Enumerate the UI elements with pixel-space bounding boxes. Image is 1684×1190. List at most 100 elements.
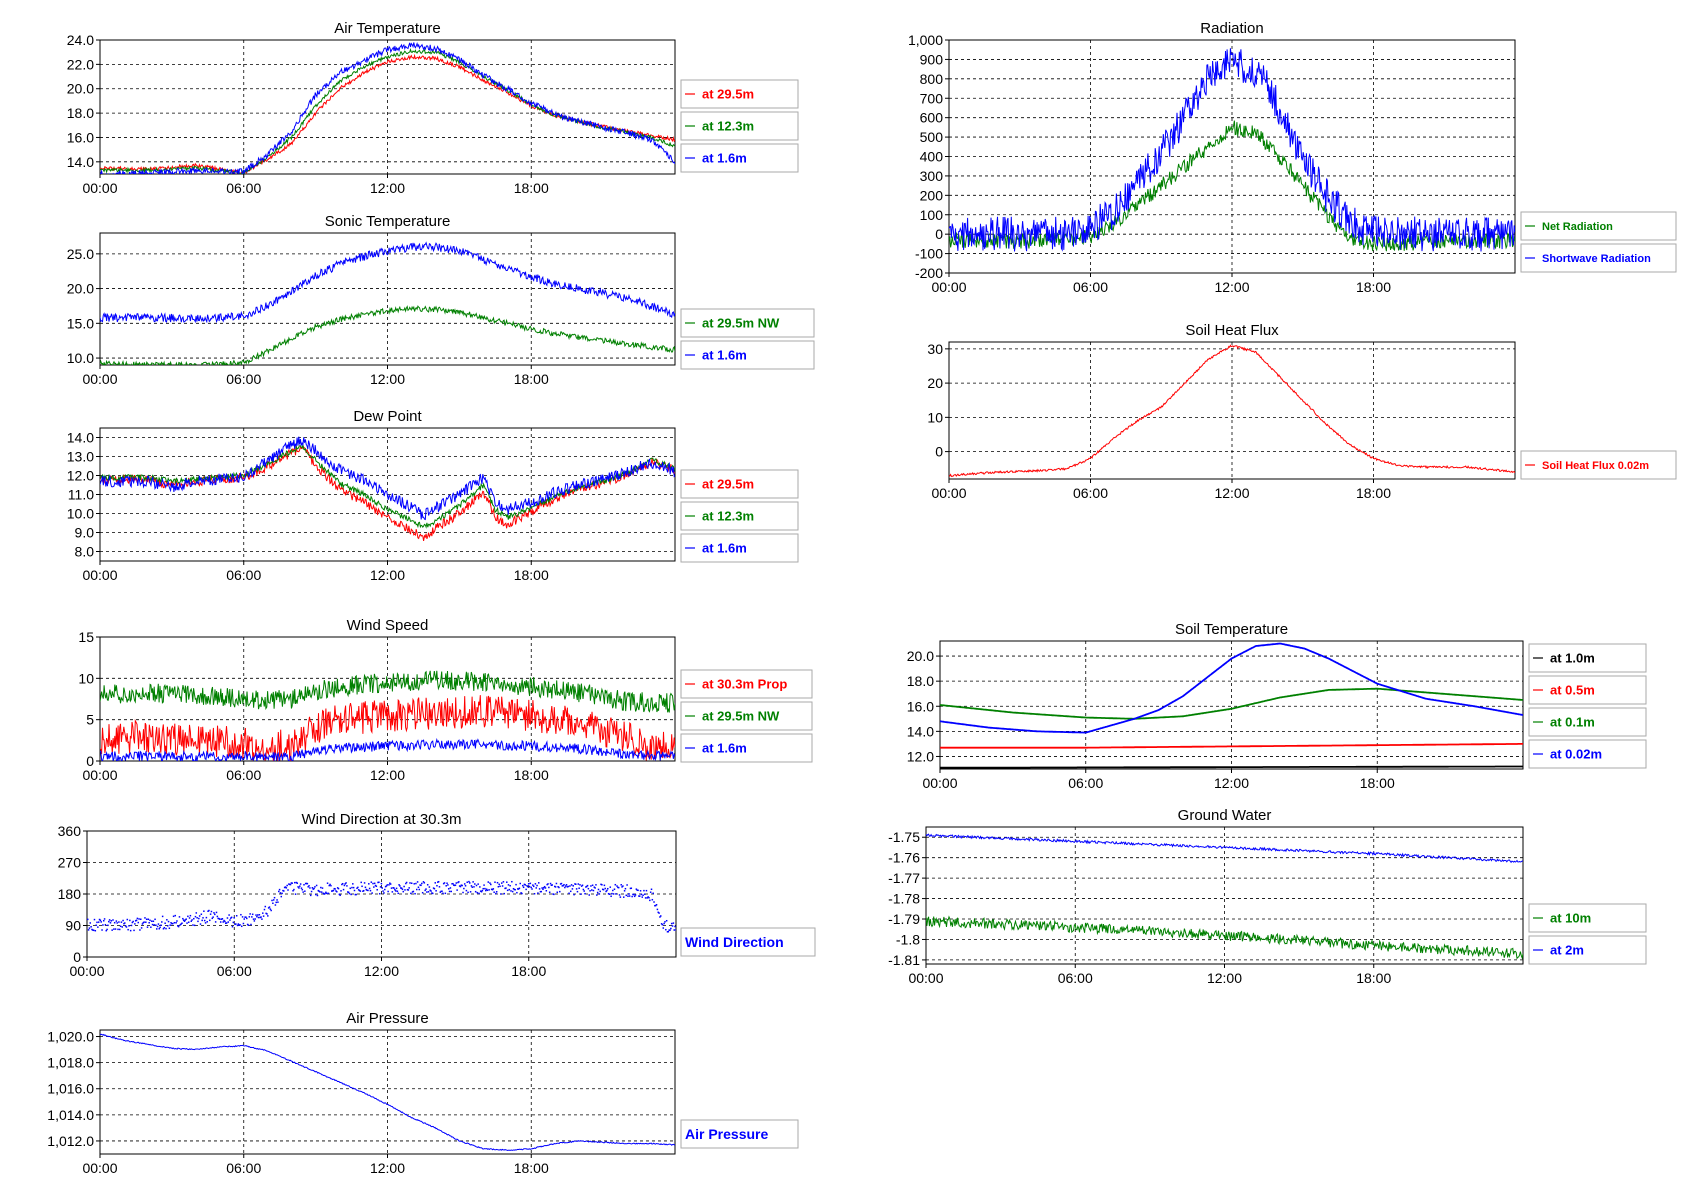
legend-item[interactable]: at 29.5m NW	[680, 308, 815, 338]
data-point	[150, 926, 152, 928]
data-point	[254, 918, 256, 920]
data-point	[216, 915, 219, 918]
legend-item[interactable]: at 12.3m	[680, 501, 799, 531]
data-point	[171, 922, 174, 925]
data-point	[396, 890, 399, 893]
data-point	[230, 916, 233, 919]
legend-box	[1528, 935, 1647, 965]
legend-item[interactable]: at 29.5m	[680, 79, 799, 109]
data-point	[211, 917, 214, 920]
legend-item[interactable]: at 30.3m Prop	[680, 669, 813, 699]
y-tick-label: 13.0	[67, 449, 94, 465]
data-point	[278, 888, 281, 891]
data-point	[166, 919, 168, 921]
y-tick-label: 600	[920, 110, 944, 126]
legend-item[interactable]: at 1.6m	[680, 340, 815, 370]
series-line-air-pressure	[100, 1033, 675, 1152]
legend-item[interactable]: at 1.6m	[680, 533, 799, 563]
data-point	[113, 928, 115, 930]
data-point	[204, 922, 207, 924]
legend-item[interactable]: at 0.1m	[1528, 707, 1647, 737]
legend-item[interactable]: at 12.3m	[680, 111, 799, 141]
legend-item[interactable]: Wind Direction	[680, 927, 816, 957]
data-point	[424, 889, 426, 892]
data-point	[88, 927, 91, 929]
data-point	[193, 917, 195, 920]
data-point	[659, 916, 661, 918]
data-point	[134, 923, 136, 925]
y-tick-label: 16.0	[67, 129, 94, 145]
data-point	[238, 924, 240, 926]
data-point	[87, 929, 90, 931]
legend-item[interactable]: at 1.6m	[680, 143, 799, 173]
legend-label: at 0.1m	[1550, 715, 1595, 730]
legend-box	[680, 1119, 799, 1149]
legend-label: at 12.3m	[702, 119, 754, 134]
data-point	[492, 888, 495, 890]
data-point	[530, 886, 532, 889]
data-point	[552, 893, 554, 895]
data-point	[649, 891, 652, 893]
data-point	[361, 885, 363, 888]
data-point	[266, 913, 268, 915]
data-point	[382, 890, 384, 892]
data-point	[269, 908, 272, 910]
data-point	[333, 887, 336, 890]
legend-item[interactable]: at 2m	[1528, 935, 1647, 965]
data-point	[344, 883, 346, 885]
legend-item[interactable]: at 10m	[1528, 903, 1647, 933]
data-point	[586, 884, 589, 887]
legend-item[interactable]: Soil Heat Flux 0.02m	[1520, 450, 1677, 480]
legend-item[interactable]: Air Pressure	[680, 1119, 799, 1149]
data-point	[257, 916, 260, 919]
legend-item[interactable]: at 29.5m	[680, 469, 799, 499]
data-point	[612, 889, 614, 892]
chart-air-pressure: Air Pressure 1,012.0 1,014.0 1,016.0 1,018.0…	[47, 1010, 799, 1176]
data-point	[536, 884, 538, 887]
data-point	[403, 885, 405, 888]
series-group	[100, 436, 675, 541]
x-tick-label: 12:00	[370, 1160, 405, 1176]
data-point	[314, 886, 316, 888]
data-point	[389, 882, 391, 884]
series-group	[100, 670, 675, 761]
data-point	[553, 885, 556, 888]
data-point	[569, 885, 571, 887]
legend-item[interactable]: at 0.5m	[1528, 675, 1647, 705]
y-tick-label: 1,018.0	[47, 1055, 94, 1071]
data-point	[139, 929, 141, 931]
chart-title: Radiation	[1200, 20, 1263, 37]
data-point	[248, 916, 251, 918]
legend-box	[1528, 675, 1647, 705]
legend-item[interactable]: Net Radiation	[1520, 211, 1677, 241]
data-point	[474, 890, 477, 893]
data-point	[571, 888, 574, 890]
data-point	[319, 891, 321, 893]
data-point	[261, 918, 263, 920]
data-point	[410, 892, 412, 895]
data-point	[104, 923, 107, 926]
data-point	[583, 890, 585, 892]
data-point	[521, 892, 523, 895]
data-point	[664, 921, 666, 923]
legend-item[interactable]: at 0.02m	[1528, 739, 1647, 769]
data-point	[247, 924, 250, 926]
y-tick-label: 18.0	[907, 673, 934, 689]
legend-item[interactable]: Shortwave Radiation	[1520, 243, 1677, 273]
x-tick-label: 00:00	[922, 775, 957, 791]
legend-item[interactable]: at 1.0m	[1528, 643, 1647, 673]
data-point	[126, 918, 129, 921]
data-point	[597, 888, 600, 891]
data-point	[339, 894, 341, 897]
legend-item[interactable]: at 29.5m NW	[680, 701, 813, 731]
data-point	[514, 888, 516, 891]
data-point	[145, 918, 148, 921]
y-tick-label: 14.0	[67, 154, 94, 170]
data-point	[466, 881, 468, 883]
data-point	[154, 918, 156, 921]
data-point	[378, 892, 381, 895]
data-point	[549, 882, 552, 885]
data-point	[489, 882, 491, 884]
legend-item[interactable]: at 1.6m	[680, 733, 813, 763]
data-point	[143, 921, 145, 923]
